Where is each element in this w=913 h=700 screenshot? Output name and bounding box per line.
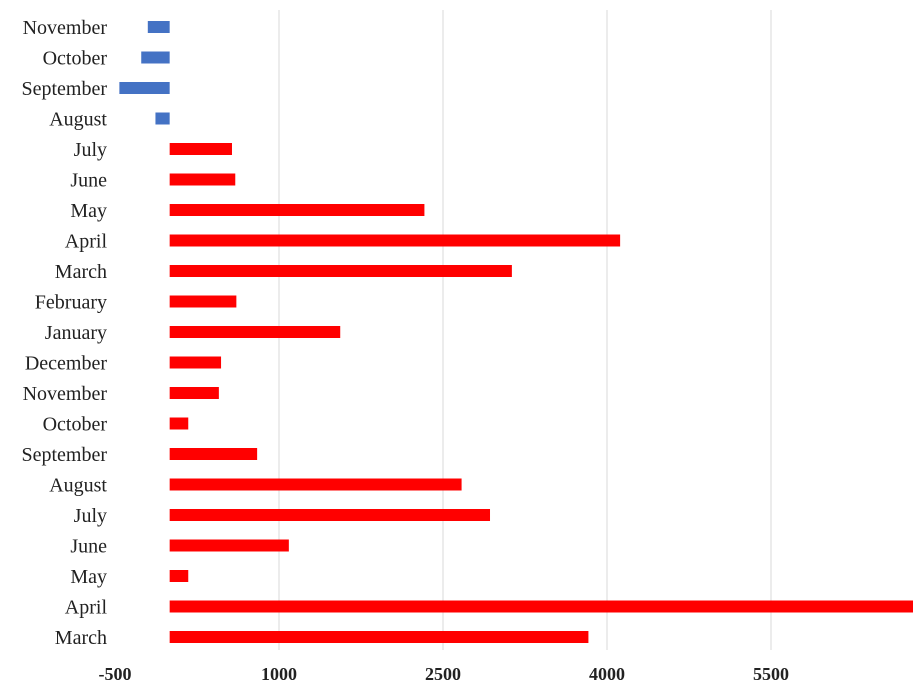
category-label: April: [65, 597, 108, 619]
bar-november: [147, 21, 170, 33]
bar-july: [169, 143, 232, 155]
bar-november: [169, 387, 219, 399]
category-label: August: [49, 109, 107, 131]
category-label: May: [70, 566, 107, 588]
category-label: February: [35, 292, 107, 314]
category-label: May: [70, 200, 107, 222]
bar-july: [169, 509, 491, 521]
category-label: September: [21, 444, 107, 466]
category-label: March: [55, 627, 107, 649]
category-label: June: [70, 170, 107, 192]
category-label: November: [23, 17, 108, 39]
bar-september: [169, 448, 258, 460]
bar-september: [119, 82, 170, 94]
category-label: July: [74, 139, 107, 161]
bar-february: [169, 295, 237, 308]
category-label: April: [65, 231, 108, 253]
gridlines: [278, 10, 772, 650]
x-tick-label: 2500: [425, 664, 461, 684]
bar-april: [169, 234, 621, 247]
bars: [119, 21, 913, 643]
category-label: October: [43, 414, 108, 436]
bar-august: [155, 112, 170, 125]
x-axis-tick-labels: -500100025004000550070008500100001150013…: [99, 664, 790, 684]
bar-october: [141, 51, 170, 64]
bar-march: [169, 265, 512, 277]
bar-march: [169, 631, 589, 643]
bar-may: [169, 204, 425, 216]
x-tick-label: 4000: [589, 664, 625, 684]
category-labels: November October September August July June Ma…: [21, 17, 107, 649]
bar-april: [169, 600, 913, 613]
bar-august: [169, 478, 462, 491]
bar-january: [169, 326, 341, 338]
bar-june: [169, 539, 289, 552]
bar-june: [169, 173, 236, 186]
category-label: January: [45, 322, 107, 344]
category-label: October: [43, 48, 108, 70]
category-label: August: [49, 475, 107, 497]
category-label: June: [70, 536, 107, 558]
bar-december: [169, 356, 222, 369]
x-tick-label: 5500: [753, 664, 789, 684]
category-label: March: [55, 261, 107, 283]
category-label: December: [25, 353, 108, 375]
category-label: July: [74, 505, 107, 527]
x-tick-label: -500: [99, 664, 132, 684]
category-label: November: [23, 383, 108, 405]
x-tick-label: 1000: [261, 664, 297, 684]
bar-may: [169, 570, 189, 582]
bar-october: [169, 417, 189, 430]
category-label: September: [21, 78, 107, 100]
